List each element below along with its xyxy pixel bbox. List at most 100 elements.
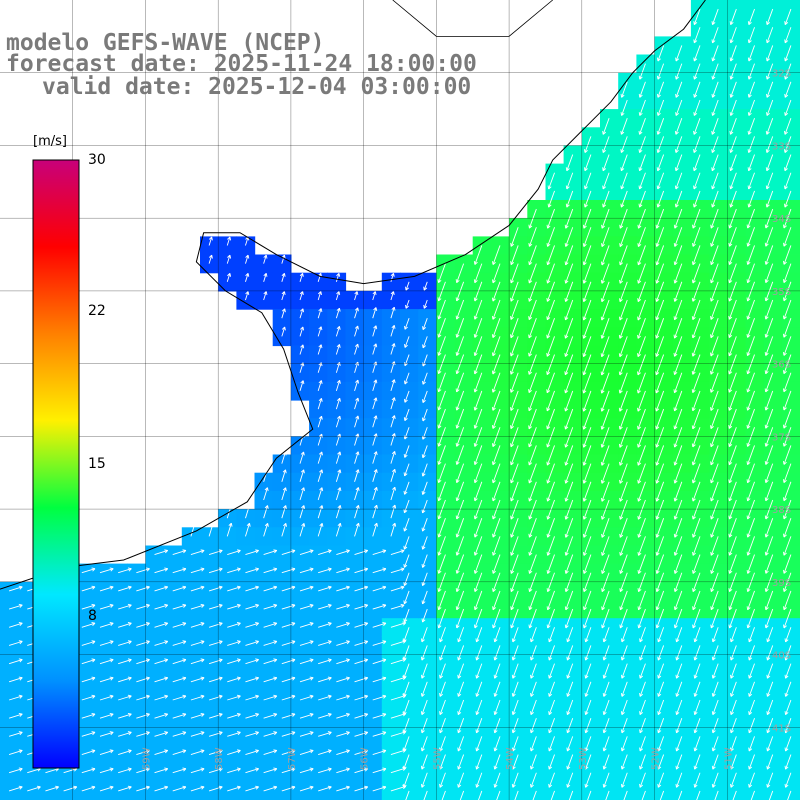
colorbar-unit: [m/s] <box>33 134 67 149</box>
wind-speed-cell <box>600 782 619 800</box>
wind-speed-cell <box>364 491 383 510</box>
wind-speed-cell <box>746 146 765 165</box>
wind-speed-cell <box>364 455 383 474</box>
wind-speed-cell <box>746 36 765 55</box>
wind-speed-cell <box>455 782 474 800</box>
colorbar <box>33 160 79 768</box>
wind-speed-cell <box>382 382 401 401</box>
wind-speed-cell <box>291 527 310 546</box>
wind-speed-cell <box>309 509 328 528</box>
wind-speed-cell <box>382 527 401 546</box>
wind-speed-cell <box>273 509 292 528</box>
wind-speed-cell <box>327 436 346 455</box>
wind-speed-cell <box>691 782 710 800</box>
wind-speed-cell <box>255 509 274 528</box>
wind-speed-cell <box>509 782 528 800</box>
wind-speed-cell <box>346 473 365 492</box>
wind-speed-cell <box>618 782 637 800</box>
latitude-label: 38S <box>772 505 791 516</box>
wind-speed-cell <box>709 782 728 800</box>
wind-speed-cell <box>273 527 292 546</box>
wind-speed-cell <box>346 418 365 437</box>
wind-speed-cell <box>364 436 383 455</box>
wind-speed-cell <box>309 455 328 474</box>
colorbar-tick-8: 8 <box>88 608 97 624</box>
wind-speed-cell <box>364 309 383 328</box>
wind-speed-cell <box>382 309 401 328</box>
wind-speed-cell <box>546 636 565 655</box>
longitude-label: 59W <box>141 747 152 770</box>
wind-speed-cell <box>382 418 401 437</box>
wind-speed-cell <box>236 527 255 546</box>
wind-speed-cell <box>346 309 365 328</box>
wind-speed-cell <box>327 509 346 528</box>
wind-speed-cell <box>346 346 365 365</box>
wind-speed-cell <box>327 364 346 383</box>
latitude-label: 34S <box>772 214 791 225</box>
wind-speed-cell <box>291 509 310 528</box>
latitude-label: 41S <box>772 723 791 734</box>
latitude-label: 35S <box>772 287 791 298</box>
wind-speed-cell <box>364 418 383 437</box>
wind-speed-cell <box>218 509 237 528</box>
wind-speed-cell <box>746 636 765 655</box>
wind-speed-cell <box>746 746 765 765</box>
wind-speed-cell <box>255 491 274 510</box>
colorbar-tick-30: 30 <box>88 152 106 168</box>
wind-speed-cell <box>218 527 237 546</box>
wind-speed-cell <box>364 346 383 365</box>
wind-speed-cell <box>546 746 565 765</box>
wind-speed-cell <box>309 382 328 401</box>
wind-speed-cell <box>673 782 692 800</box>
latitude-label: 37S <box>772 432 791 443</box>
colorbar-tick-22: 22 <box>88 303 106 319</box>
longitude-label: 57W <box>287 747 298 770</box>
wind-speed-cell <box>273 309 292 328</box>
wind-speed-cell <box>309 309 328 328</box>
longitude-label: 54W <box>505 747 516 770</box>
wind-speed-cell <box>327 473 346 492</box>
longitude-label: 52W <box>651 747 662 770</box>
wind-speed-cell <box>582 782 601 800</box>
wind-speed-cell <box>309 473 328 492</box>
wind-speed-cell <box>346 527 365 546</box>
wind-speed-cell <box>382 436 401 455</box>
latitude-label: 39S <box>772 578 791 589</box>
wind-speed-cell <box>255 527 274 546</box>
wind-speed-cell <box>418 782 437 800</box>
wind-speed-cell <box>309 436 328 455</box>
wind-speed-cell <box>364 364 383 383</box>
wind-speed-cell <box>382 364 401 383</box>
wind-speed-cell <box>346 455 365 474</box>
wind-speed-cell <box>273 473 292 492</box>
wind-speed-cell <box>273 455 292 474</box>
longitude-label: 51W <box>723 747 734 770</box>
wind-speed-cell <box>473 782 492 800</box>
wind-speed-cell <box>236 509 255 528</box>
wind-speed-cell <box>382 455 401 474</box>
wind-speed-cell <box>255 473 274 492</box>
wind-speed-cell <box>309 491 328 510</box>
wind-speed-cell <box>327 400 346 419</box>
wind-speed-cell <box>382 491 401 510</box>
wind-speed-cell <box>273 491 292 510</box>
wind-speed-cell <box>327 418 346 437</box>
wind-speed-cell <box>346 327 365 346</box>
wind-speed-cell <box>327 309 346 328</box>
wind-speed-cell <box>309 364 328 383</box>
wind-speed-cell <box>364 400 383 419</box>
wind-speed-cell <box>291 327 310 346</box>
wind-speed-cell <box>309 400 328 419</box>
longitude-label: 53W <box>578 747 589 770</box>
wind-speed-cell <box>291 346 310 365</box>
latitude-label: 32S <box>772 69 791 80</box>
latitude-label: 33S <box>772 141 791 152</box>
wind-speed-cell <box>382 346 401 365</box>
wind-speed-cell <box>382 327 401 346</box>
longitude-label: 58W <box>214 747 225 770</box>
wind-speed-cell <box>291 455 310 474</box>
wind-speed-cell <box>382 509 401 528</box>
wind-speed-cell <box>346 491 365 510</box>
